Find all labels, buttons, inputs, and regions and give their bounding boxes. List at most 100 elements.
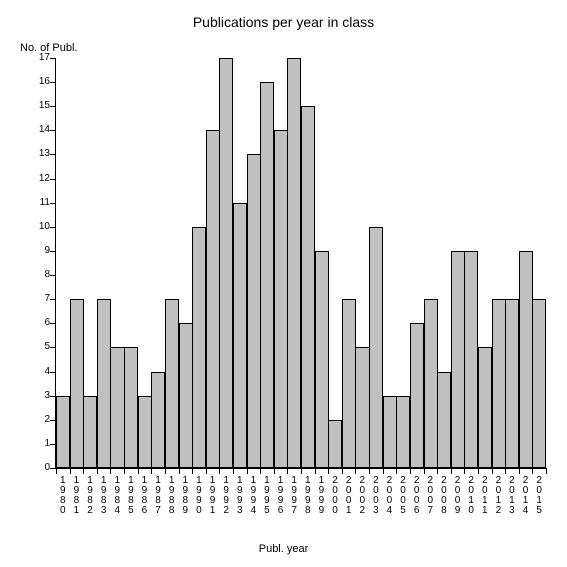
- y-label: 10: [28, 222, 50, 232]
- x-tick: [355, 468, 356, 474]
- x-label: 2 0 1 1: [478, 476, 492, 516]
- y-tick: [50, 227, 56, 228]
- x-label: 1 9 9 6: [274, 476, 288, 516]
- x-label: 2 0 0 7: [424, 476, 438, 516]
- bar: [369, 227, 383, 468]
- bar: [165, 299, 179, 468]
- y-label: 2: [28, 415, 50, 425]
- bar: [532, 299, 546, 468]
- y-label: 9: [28, 246, 50, 256]
- x-tick: [451, 468, 452, 474]
- bar: [206, 130, 220, 468]
- bar: [410, 323, 424, 468]
- x-label: 1 9 8 1: [70, 476, 84, 516]
- bar: [233, 203, 247, 468]
- x-tick: [532, 468, 533, 474]
- bar: [219, 58, 233, 468]
- x-label: 1 9 8 4: [110, 476, 124, 516]
- y-label: 5: [28, 342, 50, 352]
- y-tick: [50, 347, 56, 348]
- x-tick: [492, 468, 493, 474]
- y-tick: [50, 82, 56, 83]
- y-label: 0: [28, 463, 50, 473]
- bar: [124, 347, 138, 468]
- x-label: 2 0 0 4: [383, 476, 397, 516]
- x-label: 2 0 1 4: [519, 476, 533, 516]
- chart-title: Publications per year in class: [0, 14, 567, 30]
- y-label: 6: [28, 318, 50, 328]
- chart-container: Publications per year in class No. of Pu…: [0, 0, 567, 567]
- x-tick: [505, 468, 506, 474]
- bar: [247, 154, 261, 468]
- x-axis-title: Publ. year: [0, 543, 567, 555]
- x-tick: [219, 468, 220, 474]
- bar: [342, 299, 356, 468]
- x-label: 2 0 1 2: [492, 476, 506, 516]
- x-tick: [328, 468, 329, 474]
- bar: [110, 347, 124, 468]
- x-label: 1 9 9 7: [287, 476, 301, 516]
- bar: [301, 106, 315, 468]
- x-label: 1 9 8 7: [151, 476, 165, 516]
- x-tick: [97, 468, 98, 474]
- y-label: 14: [28, 125, 50, 135]
- y-label: 8: [28, 270, 50, 280]
- bar: [424, 299, 438, 468]
- y-label: 11: [28, 198, 50, 208]
- bar: [138, 396, 152, 468]
- x-label: 2 0 0 2: [355, 476, 369, 516]
- x-tick: [110, 468, 111, 474]
- x-tick: [274, 468, 275, 474]
- x-tick: [179, 468, 180, 474]
- x-tick: [342, 468, 343, 474]
- y-tick: [50, 179, 56, 180]
- x-label: 2 0 1 3: [505, 476, 519, 516]
- x-label: 1 9 8 6: [138, 476, 152, 516]
- x-label: 2 0 0 3: [369, 476, 383, 516]
- x-label: 2 0 0 5: [396, 476, 410, 516]
- bar: [396, 396, 410, 468]
- bar: [287, 58, 301, 468]
- x-label: 2 0 0 1: [342, 476, 356, 516]
- x-label: 1 9 9 9: [315, 476, 329, 516]
- x-tick: [56, 468, 57, 474]
- x-tick: [424, 468, 425, 474]
- x-tick: [206, 468, 207, 474]
- x-tick: [233, 468, 234, 474]
- x-label: 2 0 0 8: [437, 476, 451, 516]
- x-label: 1 9 8 0: [56, 476, 70, 516]
- y-label: 15: [28, 101, 50, 111]
- bar: [192, 227, 206, 468]
- bar: [505, 299, 519, 468]
- x-label: 1 9 9 0: [192, 476, 206, 516]
- x-tick: [247, 468, 248, 474]
- y-label: 16: [28, 77, 50, 87]
- x-label: 1 9 8 2: [83, 476, 97, 516]
- x-label: 1 9 9 2: [219, 476, 233, 516]
- bar: [70, 299, 84, 468]
- bar: [274, 130, 288, 468]
- x-label: 1 9 9 1: [206, 476, 220, 516]
- y-tick: [50, 323, 56, 324]
- x-label: 1 9 8 8: [165, 476, 179, 516]
- x-label: 2 0 0 0: [328, 476, 342, 516]
- y-label: 1: [28, 439, 50, 449]
- x-label: 1 9 9 8: [301, 476, 315, 516]
- x-tick: [410, 468, 411, 474]
- y-tick: [50, 251, 56, 252]
- x-tick: [519, 468, 520, 474]
- plot-area: 012345678910111213141516171 9 8 01 9 8 1…: [55, 58, 546, 469]
- x-label: 1 9 8 3: [97, 476, 111, 516]
- y-tick: [50, 275, 56, 276]
- bar: [260, 82, 274, 468]
- y-label: 13: [28, 149, 50, 159]
- x-tick: [546, 468, 547, 474]
- y-label: 3: [28, 391, 50, 401]
- x-label: 1 9 8 5: [124, 476, 138, 516]
- x-label: 1 9 9 3: [233, 476, 247, 516]
- bar: [519, 251, 533, 468]
- bar: [56, 396, 70, 468]
- x-tick: [124, 468, 125, 474]
- bar: [151, 372, 165, 468]
- x-tick: [287, 468, 288, 474]
